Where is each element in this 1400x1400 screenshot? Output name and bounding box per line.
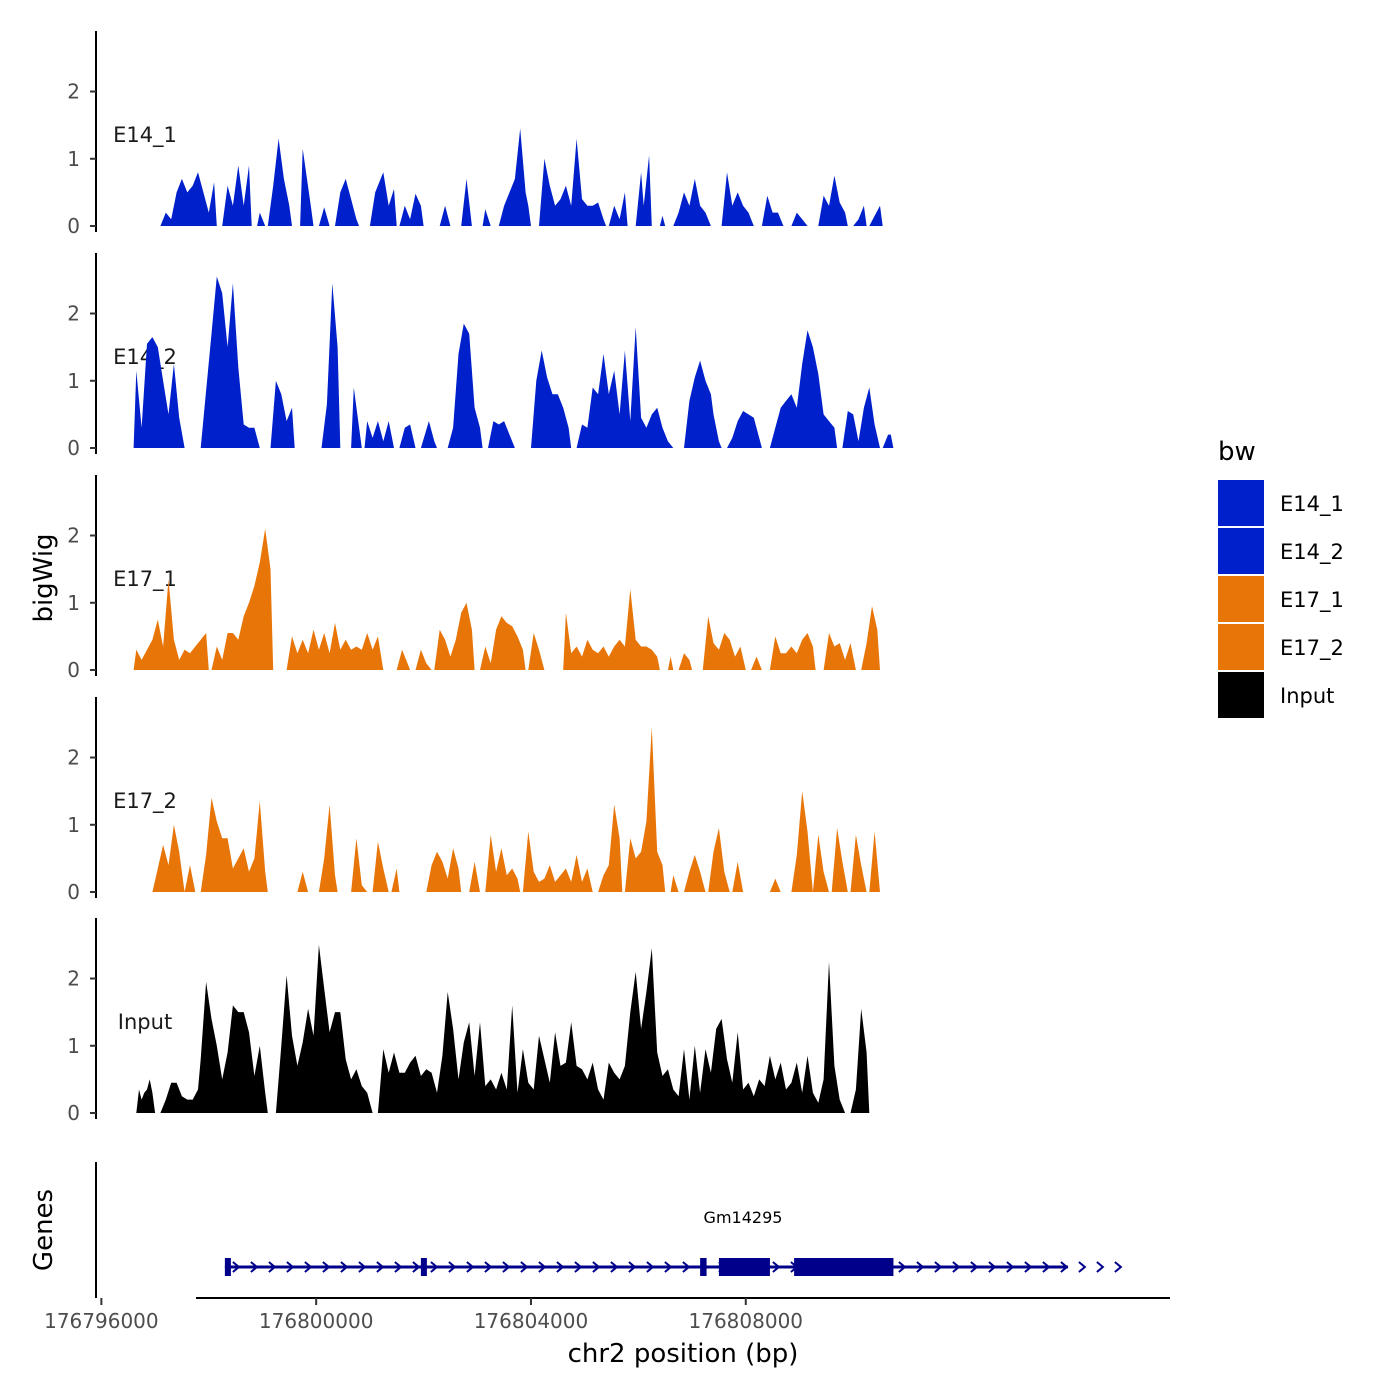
strand-arrow xyxy=(484,1261,493,1273)
genes-axis-title: Genes xyxy=(29,1189,59,1271)
strand-arrow xyxy=(898,1261,907,1273)
track-label: E14_1 xyxy=(113,123,177,148)
signal-tracks: 0 1 2 E14_1 0 1 2 E14_2 0 1 2 E17_1 0 1 2 E17_2 0 1 2 Input xyxy=(67,31,894,1125)
legend-swatch-E17_1 xyxy=(1218,576,1264,622)
gene-exon xyxy=(700,1258,707,1276)
y-tick-label: 0 xyxy=(67,436,80,460)
y-tick-label: 2 xyxy=(67,746,80,770)
legend-swatch-E14_2 xyxy=(1218,528,1264,574)
strand-arrow xyxy=(1042,1261,1051,1273)
strand-arrow xyxy=(340,1261,349,1273)
y-tick-label: 2 xyxy=(67,524,80,548)
strand-arrow xyxy=(970,1261,979,1273)
strand-arrow xyxy=(988,1261,997,1273)
y-tick-label: 2 xyxy=(67,80,80,104)
strand-arrow xyxy=(772,1261,781,1273)
y-tick-label: 1 xyxy=(67,591,80,615)
track-E14_2: 0 1 2 E14_2 xyxy=(67,253,894,460)
x-axis-title: chr2 position (bp) xyxy=(568,1339,799,1369)
area-E17_1 xyxy=(133,528,881,670)
strand-arrow xyxy=(358,1261,367,1273)
strand-arrow xyxy=(592,1261,601,1273)
strand-arrow xyxy=(520,1261,529,1273)
legend-label-E17_1: E17_1 xyxy=(1280,588,1344,613)
gene-exon xyxy=(420,1258,427,1276)
strand-arrow xyxy=(610,1261,619,1273)
strand-arrow xyxy=(934,1261,943,1273)
strand-arrow xyxy=(412,1261,421,1273)
strand-arrow xyxy=(538,1261,547,1273)
strand-arrow xyxy=(556,1261,565,1273)
legend-label-Input: Input xyxy=(1280,684,1334,708)
track-Input: 0 1 2 Input xyxy=(67,918,870,1125)
track-E17_1: 0 1 2 E17_1 xyxy=(67,475,881,682)
strand-arrow xyxy=(322,1261,331,1273)
y-tick-label: 2 xyxy=(67,302,80,326)
track-label: Input xyxy=(118,1010,172,1034)
gene-exon xyxy=(718,1258,770,1276)
gene-exon xyxy=(224,1258,231,1276)
strand-arrow xyxy=(466,1261,475,1273)
y-tick-label: 0 xyxy=(67,880,80,904)
strand-arrow xyxy=(1024,1261,1033,1273)
legend-label-E14_1: E14_1 xyxy=(1280,492,1344,517)
strand-arrow xyxy=(502,1261,511,1273)
x-axis: 176796000 176800000 176804000 176808000 xyxy=(44,1297,1170,1333)
track-label: E14_2 xyxy=(113,345,177,370)
y-tick-label: 0 xyxy=(67,1101,80,1125)
track-label: E17_1 xyxy=(113,567,177,592)
x-tick-label: 176800000 xyxy=(259,1309,374,1333)
area-E17_2 xyxy=(152,727,880,892)
track-label: E17_2 xyxy=(113,789,177,814)
y-tick-label: 1 xyxy=(67,813,80,837)
area-E14_2 xyxy=(133,276,894,448)
y-tick-label: 0 xyxy=(67,658,80,682)
strand-arrow xyxy=(646,1261,655,1273)
strand-arrow xyxy=(1006,1261,1015,1273)
strand-arrow xyxy=(304,1261,313,1273)
y-tick-label: 1 xyxy=(67,369,80,393)
strand-arrow xyxy=(1114,1261,1123,1273)
strand-arrow xyxy=(664,1261,673,1273)
area-Input xyxy=(136,944,870,1113)
strand-arrow xyxy=(286,1261,295,1273)
gene-name-label: Gm14295 xyxy=(704,1208,783,1227)
strand-arrow xyxy=(448,1261,457,1273)
x-tick-label: 176804000 xyxy=(474,1309,589,1333)
strand-arrow xyxy=(1096,1261,1105,1273)
legend-swatch-E17_2 xyxy=(1218,624,1264,670)
y-tick-label: 1 xyxy=(67,1034,80,1058)
legend-label-E17_2: E17_2 xyxy=(1280,636,1344,661)
strand-arrow xyxy=(952,1261,961,1273)
strand-arrow xyxy=(682,1261,691,1273)
strand-arrow xyxy=(916,1261,925,1273)
strand-arrow xyxy=(1078,1261,1087,1273)
y-tick-label: 0 xyxy=(67,214,80,238)
y-axis-title: bigWig xyxy=(29,533,59,622)
legend-label-E14_2: E14_2 xyxy=(1280,540,1344,565)
strand-arrow xyxy=(268,1261,277,1273)
legend-swatch-Input xyxy=(1218,672,1264,718)
strand-arrow xyxy=(232,1261,241,1273)
x-tick-label: 176796000 xyxy=(44,1309,159,1333)
y-tick-label: 2 xyxy=(67,967,80,991)
legend: bw E14_1 E14_2 E17_1 E17_2 Input xyxy=(1218,437,1344,718)
strand-arrow xyxy=(376,1261,385,1273)
area-E14_1 xyxy=(160,128,883,226)
gene-exon xyxy=(794,1258,894,1276)
strand-arrow xyxy=(574,1261,583,1273)
legend-title: bw xyxy=(1218,437,1256,467)
y-tick-label: 1 xyxy=(67,147,80,171)
legend-swatch-E14_1 xyxy=(1218,480,1264,526)
gene-track: Gm14295 xyxy=(95,1162,1123,1298)
strand-arrow xyxy=(394,1261,403,1273)
strand-arrow xyxy=(1060,1261,1069,1273)
track-E14_1: 0 1 2 E14_1 xyxy=(67,31,883,238)
strand-arrow xyxy=(250,1261,259,1273)
strand-arrow xyxy=(430,1261,439,1273)
x-tick-label: 176808000 xyxy=(689,1309,804,1333)
strand-arrow xyxy=(628,1261,637,1273)
track-E17_2: 0 1 2 E17_2 xyxy=(67,697,880,904)
